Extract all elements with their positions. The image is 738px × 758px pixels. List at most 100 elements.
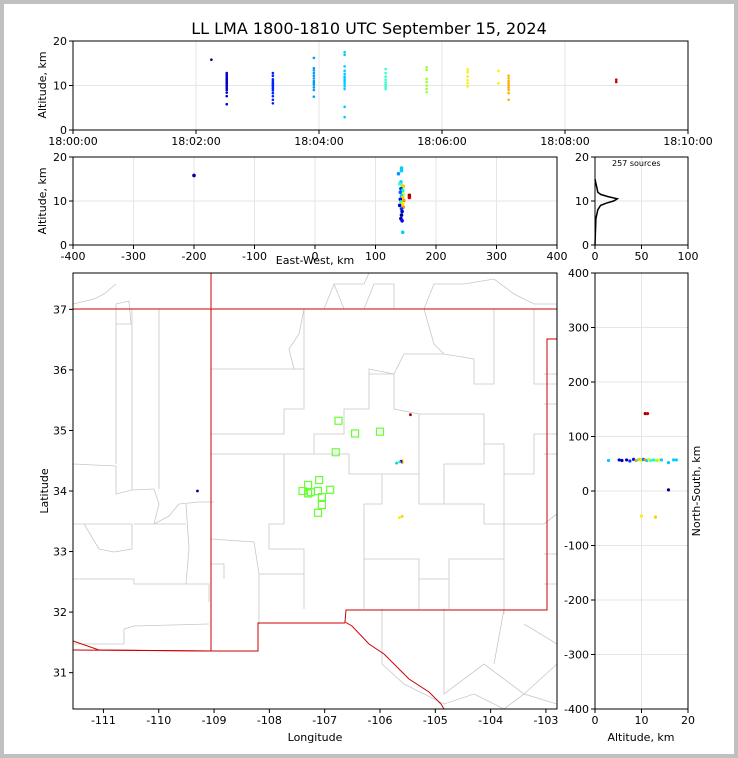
- y-tick-label: -100: [564, 540, 589, 553]
- plan-view-ylabel: Latitude: [38, 468, 51, 514]
- time-height-source: [343, 69, 346, 73]
- plan-view-source: [395, 461, 398, 465]
- time-height-source: [225, 73, 229, 77]
- time-height-source: [271, 77, 275, 81]
- time-height-source: [225, 77, 229, 80]
- time-height-source: [384, 85, 387, 89]
- time-height-source: [425, 87, 428, 91]
- y-tick-label: 32: [53, 606, 67, 619]
- time-height-source: [343, 80, 346, 84]
- plan-view-source: [409, 413, 412, 417]
- time-height-source: [271, 91, 275, 95]
- height-ns-source: [655, 458, 659, 463]
- time-height-source: [312, 69, 316, 72]
- time-height-source: [312, 81, 316, 85]
- y-tick-label: 34: [53, 485, 67, 498]
- time-height-source: [425, 84, 428, 87]
- y-tick-label: 20: [53, 151, 67, 164]
- x-tick-label: 300: [486, 250, 507, 263]
- time-height-source: [343, 105, 346, 109]
- y-tick-label: -200: [564, 594, 589, 607]
- ew-height-source: [401, 184, 406, 189]
- x-tick-label: 18:08:00: [540, 135, 589, 148]
- ew-height-axes: [72, 156, 558, 246]
- time-height-source: [343, 77, 346, 80]
- x-tick-label: -105: [423, 714, 448, 727]
- y-tick-label: 10: [575, 195, 589, 208]
- time-height-source: [507, 74, 510, 78]
- time-height-source: [271, 74, 275, 78]
- x-tick-label: -300: [121, 250, 146, 263]
- x-tick-label: -104: [478, 714, 503, 727]
- height-ns-source: [643, 412, 647, 416]
- height-ns-source: [645, 412, 650, 416]
- time-height-source: [425, 77, 428, 81]
- lma-figure: LL LMA 1800-1810 UTC September 15, 2024 …: [36, 19, 713, 744]
- time-height-source: [312, 88, 316, 92]
- time-height-source: [271, 102, 275, 105]
- y-tick-label: 200: [568, 376, 589, 389]
- ew-height-source: [396, 171, 401, 176]
- y-tick-label: 300: [568, 322, 589, 335]
- time-height-source: [312, 66, 316, 70]
- x-tick-label: -109: [202, 714, 227, 727]
- x-tick-label: -107: [312, 714, 337, 727]
- time-height-source: [343, 115, 346, 119]
- time-height-source: [312, 77, 316, 80]
- height-ns-ylabel: North-South, km: [690, 446, 703, 537]
- x-tick-label: -100: [242, 250, 267, 263]
- altitude-histogram-line: [594, 178, 620, 246]
- time-height-source: [312, 56, 316, 60]
- time-height-source: [425, 80, 428, 84]
- time-height-source: [343, 82, 346, 86]
- x-tick-label: -111: [91, 714, 116, 727]
- time-height-source: [507, 91, 510, 95]
- x-tick-label: 20: [681, 714, 695, 727]
- ew-height-source: [399, 213, 404, 217]
- figure-frame: LL LMA 1800-1810 UTC September 15, 2024 …: [4, 4, 734, 754]
- time-height-source: [343, 78, 346, 82]
- time-height-source: [466, 85, 469, 88]
- y-tick-label: 10: [53, 195, 67, 208]
- time-height-source: [225, 94, 229, 98]
- x-tick-label: 0: [312, 250, 319, 263]
- time-height-source: [225, 86, 229, 90]
- time-height-source: [466, 70, 469, 74]
- ew-height-source: [407, 195, 412, 200]
- y-tick-label: 35: [53, 424, 67, 437]
- network-station: [351, 429, 360, 438]
- y-tick-label: 0: [60, 124, 67, 137]
- time-height-source: [271, 94, 275, 98]
- time-height-source: [343, 65, 346, 68]
- time-height-ylabel: Altitude, km: [36, 51, 49, 118]
- x-tick-label: 100: [678, 250, 699, 263]
- time-height-source: [312, 83, 316, 86]
- time-height-source: [507, 88, 510, 92]
- height-ns-source: [649, 458, 653, 463]
- time-height-source: [343, 85, 346, 88]
- x-tick-label: 0: [592, 714, 599, 727]
- time-height-source: [225, 91, 229, 94]
- network-station: [334, 416, 343, 425]
- time-height-source: [271, 98, 275, 102]
- time-height-source: [384, 75, 387, 78]
- ew-height-source: [400, 201, 405, 206]
- source-count-annotation: 257 sources: [612, 159, 661, 168]
- x-tick-label: -400: [61, 250, 86, 263]
- time-height-source: [271, 81, 275, 85]
- time-height-source: [384, 81, 387, 84]
- time-height-source: [343, 72, 346, 76]
- height-ns-source: [625, 458, 629, 462]
- y-tick-label: 400: [568, 267, 589, 280]
- height-ns-source: [674, 458, 678, 462]
- time-height-source: [271, 87, 275, 90]
- y-tick-label: 33: [53, 546, 67, 559]
- time-height-source: [343, 53, 346, 57]
- x-tick-label: 10: [635, 714, 649, 727]
- ew-height-source: [399, 166, 404, 170]
- x-tick-label: 18:06:00: [417, 135, 466, 148]
- time-height-source: [466, 81, 469, 85]
- ew-height-source: [192, 173, 196, 178]
- ew-height-source: [402, 198, 406, 203]
- time-height-source: [271, 71, 275, 75]
